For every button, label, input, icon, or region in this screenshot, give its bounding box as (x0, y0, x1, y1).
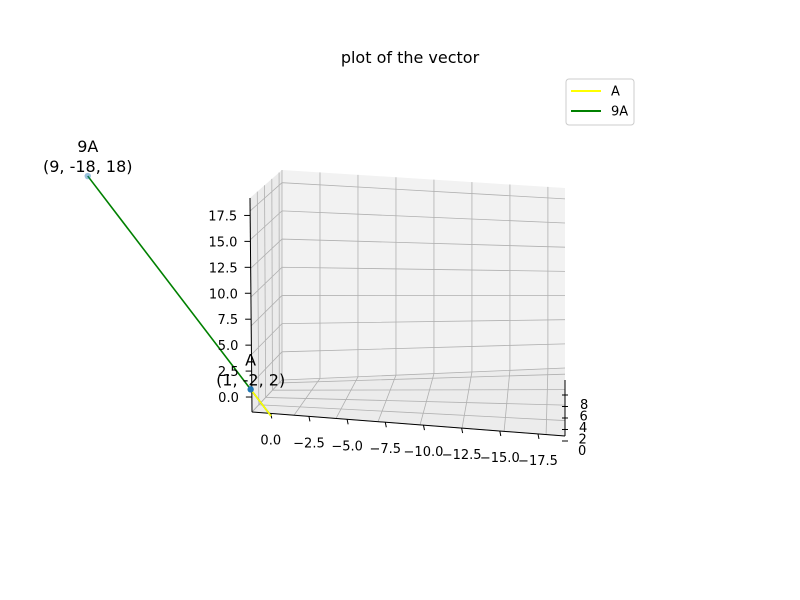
x-tick (384, 422, 387, 428)
y-tick-label: 8 (580, 398, 588, 413)
z-axis-line (249, 197, 253, 413)
grid-line-z (250, 238, 566, 269)
y-tick-label: 0 (578, 444, 586, 459)
y-tick-label: 2 (579, 433, 587, 448)
point-A (247, 386, 254, 393)
x-tick-label: 0.0 (260, 433, 281, 448)
grid-line-y (278, 172, 566, 384)
point-label-9A: 9A (77, 137, 98, 156)
y-tick-label: 4 (579, 421, 587, 436)
x-tick-label: −7.5 (370, 442, 402, 457)
x-axis-line (251, 411, 566, 437)
grid-line-z (250, 295, 566, 327)
x-tick-label: −15.0 (480, 451, 520, 466)
legend-label-A: A (611, 85, 620, 100)
legend-label-9A: 9A (611, 105, 628, 120)
z-tick-label: 12.5 (209, 261, 238, 276)
series-line-9A (87, 175, 272, 417)
z-tick-label: 7.5 (217, 313, 238, 328)
axes (244, 197, 568, 442)
point-label-A: A (245, 350, 256, 369)
z-tick-label: 17.5 (208, 209, 237, 224)
grid-line-z (251, 367, 566, 413)
series-line-A (250, 388, 272, 417)
x-tick (346, 419, 349, 425)
tick-labels: 0.0 −2.5 −5.0 −7.5 −10.0−12.5−15.0−17.5 0.0 2.… (208, 209, 588, 468)
grid-line-y (271, 178, 566, 391)
x-tick (308, 416, 311, 422)
z-tick-label: 5.0 (218, 339, 239, 354)
x-tick (461, 427, 464, 434)
grid-line-z (250, 266, 566, 298)
x-tick-label: −5.0 (331, 439, 363, 454)
x-tick (537, 433, 540, 440)
z-tick-label: 0.0 (218, 391, 239, 406)
grid-lines (249, 170, 566, 437)
point-coords-A: (1, -2, 2) (216, 370, 285, 389)
series-layer: A(1, -2, 2) 9A(9, -18, 18) (43, 137, 285, 417)
x-tick-label: −2.5 (293, 436, 325, 451)
floor-pane (252, 368, 565, 436)
point-9A (84, 172, 91, 180)
x-tick-label: −12.5 (442, 448, 482, 463)
grid-line-z (249, 182, 566, 212)
y-tick-label: 6 (580, 410, 588, 425)
grid-line-y (264, 185, 566, 406)
x-tick (422, 425, 425, 431)
legend: A 9A (565, 78, 635, 126)
grid-line-z (251, 319, 566, 355)
z-tick-label: 15.0 (208, 235, 237, 250)
back-pane (282, 170, 565, 380)
left-pane (250, 170, 282, 412)
point-coords-9A: (9, -18, 18) (43, 157, 133, 176)
z-tick-label: 2.5 (218, 365, 239, 380)
x-tick (499, 430, 502, 437)
x-tick-label: −17.5 (518, 454, 558, 469)
grid-line-y (256, 191, 566, 421)
chart-title: plot of the vector (341, 48, 480, 67)
x-tick (270, 413, 273, 419)
grid-line-z (250, 210, 566, 240)
x-tick-label: −10.0 (404, 445, 444, 460)
grid-line-z (251, 343, 566, 384)
z-tick-label: 10.0 (209, 287, 238, 302)
